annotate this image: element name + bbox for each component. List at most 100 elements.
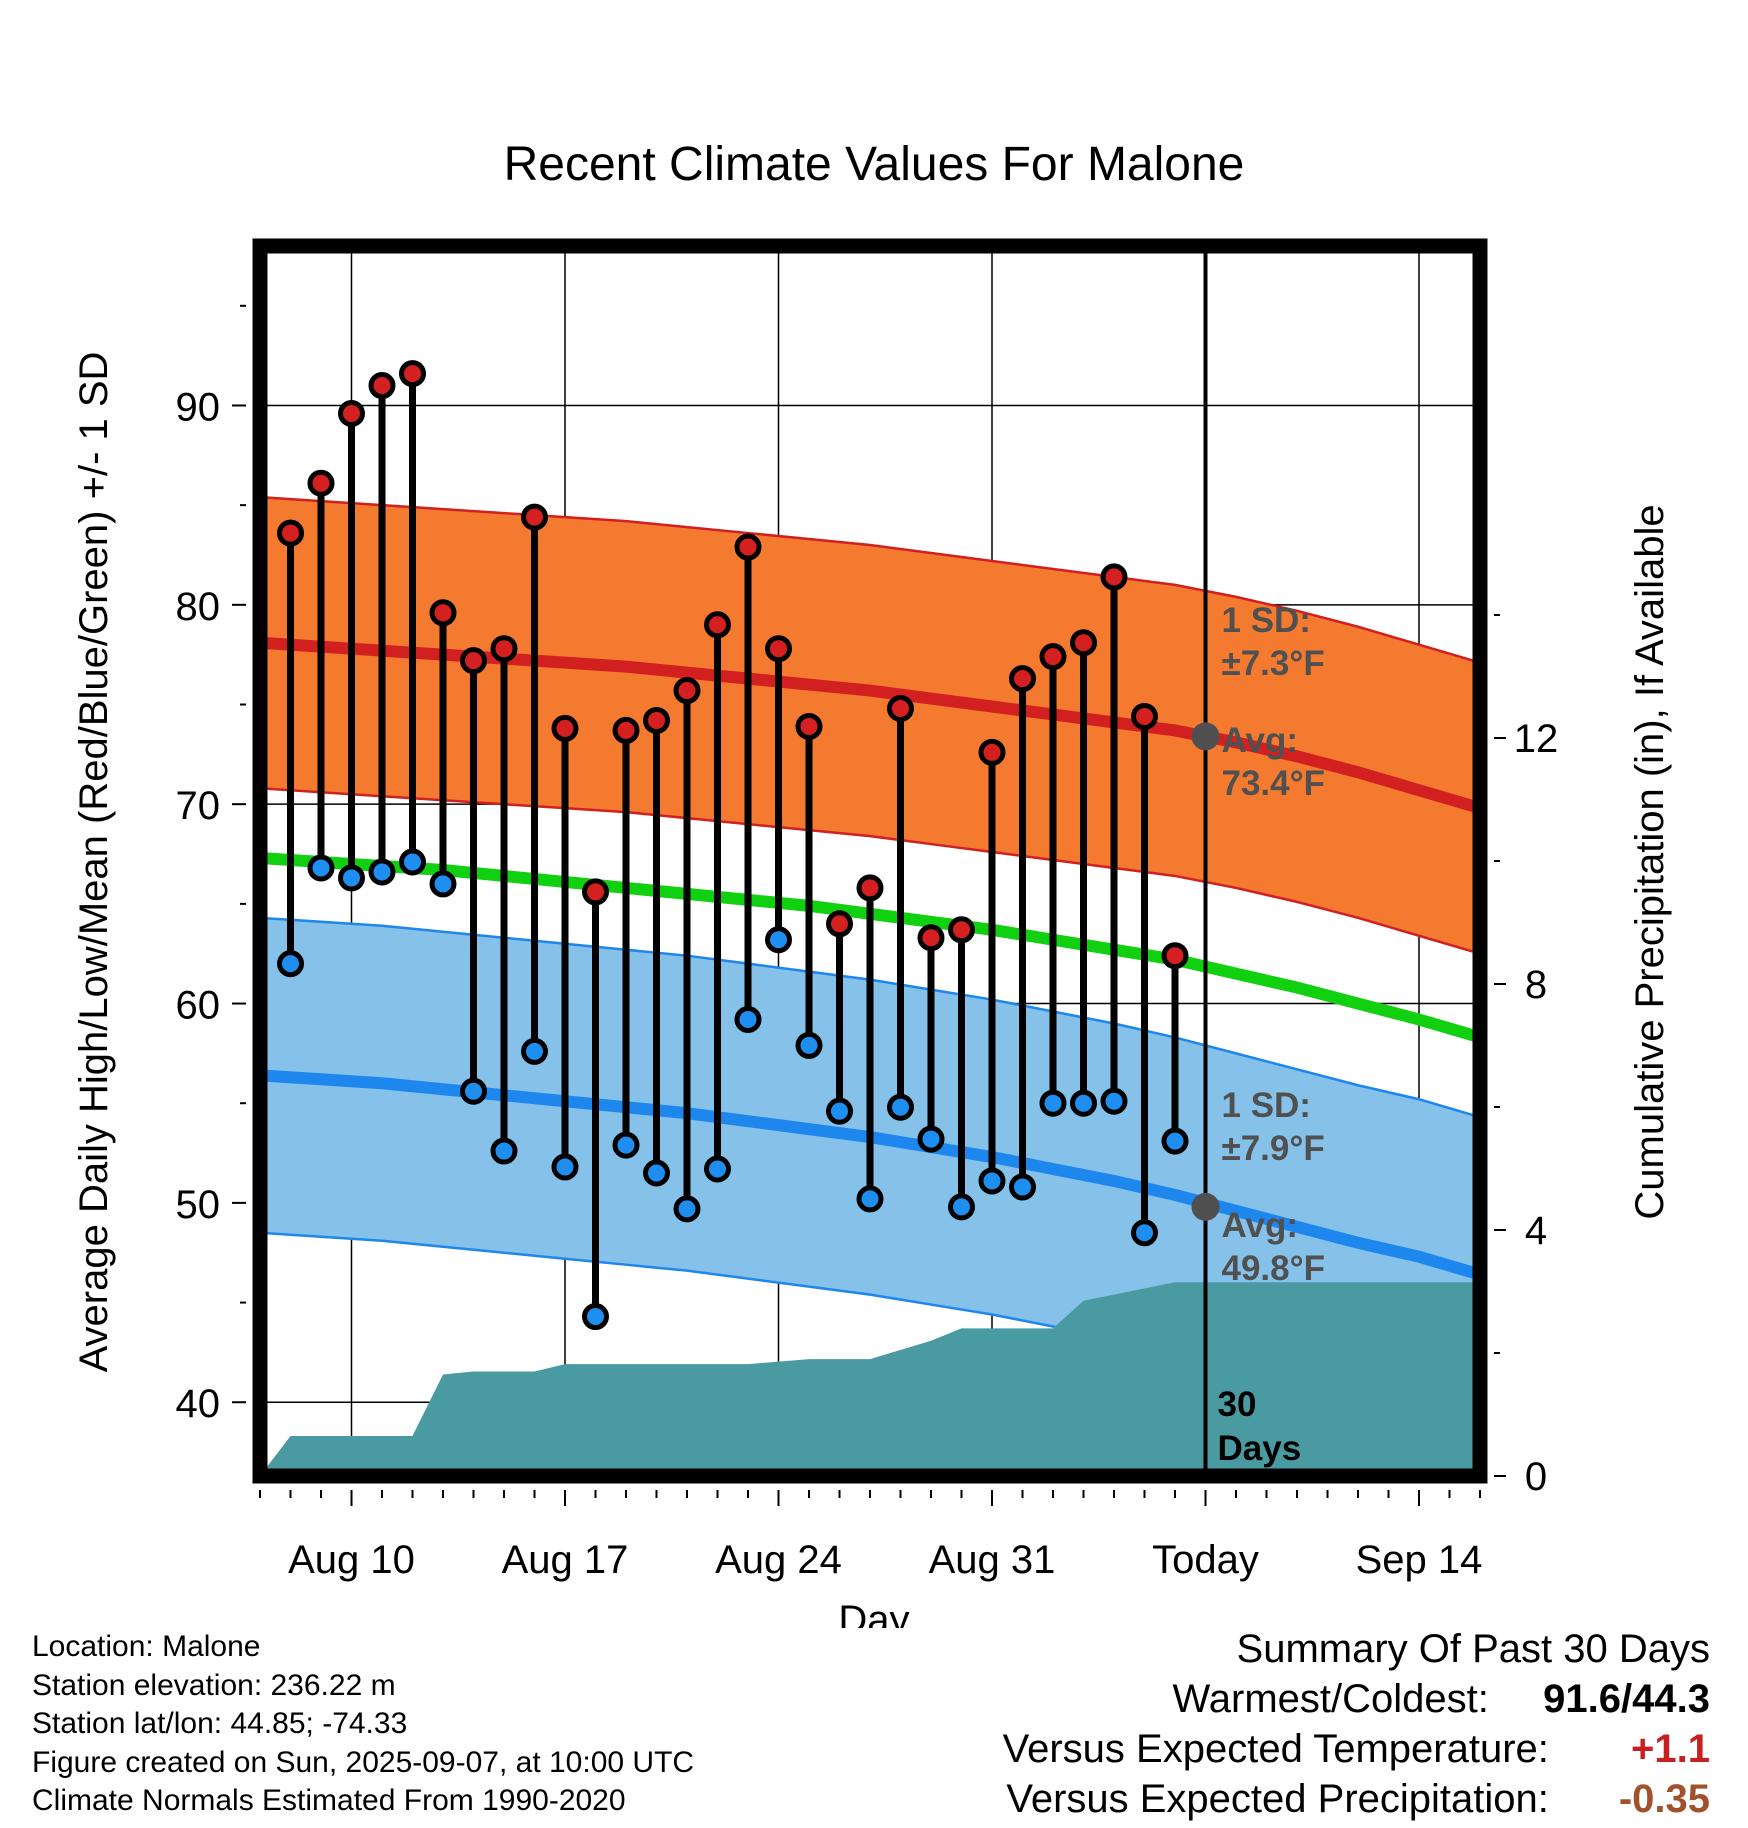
daily-low-point (704, 1155, 731, 1183)
daily-low-point (673, 1195, 701, 1223)
daily-high-point (368, 372, 396, 400)
summary-panel: Summary Of Past 30 Days Warmest/Coldest:… (1003, 1624, 1710, 1824)
daily-low-point (1009, 1173, 1036, 1201)
daily-low-point (978, 1167, 1006, 1195)
daily-low-point (1070, 1089, 1097, 1117)
daily-low-point (1131, 1219, 1158, 1247)
daily-high-point (887, 694, 914, 722)
warmest-coldest-value: 91.6/44.3 (1543, 1677, 1710, 1721)
y-tick-label: 40 (176, 1382, 221, 1426)
daily-high-point (399, 360, 426, 388)
daily-high-point (490, 635, 518, 663)
plot-frame (252, 238, 1488, 1484)
daily-low-point (795, 1031, 823, 1059)
y-tick-label: 90 (176, 385, 221, 429)
daily-high-point (1131, 702, 1158, 730)
daily-low-point (307, 854, 335, 882)
y2-axis-title: Cumulative Precipitation (in), If Availa… (1628, 504, 1672, 1219)
warmest-coldest-row: Warmest/Coldest: 91.6/44.3 (1003, 1674, 1711, 1724)
precip-area (260, 1282, 1480, 1476)
today-low-normal-point (1191, 1192, 1220, 1221)
precip-departure-value: -0.35 (1618, 1777, 1710, 1821)
created-text: Figure created on Sun, 2025-09-07, at 10… (32, 1745, 695, 1779)
daily-low-point (826, 1097, 853, 1125)
daily-high-point (338, 399, 365, 427)
low-avg-label: Avg: (1222, 1206, 1298, 1245)
x-tick-label: Today (1152, 1538, 1259, 1582)
daily-high-point (1100, 563, 1128, 591)
daily-high-point (521, 503, 548, 531)
daily-low-point (551, 1153, 579, 1181)
warmest-coldest-label: Warmest/Coldest: (1172, 1677, 1489, 1721)
daily-high-point (551, 714, 579, 742)
chart-title: Recent Climate Values For Malone (504, 138, 1245, 191)
high-avg-value: 73.4°F (1222, 764, 1326, 803)
latlon-text: Station lat/lon: 44.85; -74.33 (32, 1707, 408, 1740)
daily-low-point (1100, 1087, 1128, 1115)
climate-chart: Recent Climate Values For Malone 1 SD: ±7… (72, 138, 1672, 1628)
period-label-line1: 30 (1218, 1385, 1257, 1424)
daily-low-point (277, 950, 304, 978)
x-tick-label: Aug 10 (288, 1538, 415, 1582)
x-tick-label: Aug 24 (715, 1538, 842, 1582)
daily-low-point (887, 1093, 914, 1121)
high-sd-band (260, 497, 1480, 954)
low-sd-value: ±7.9°F (1222, 1129, 1325, 1168)
daily-low-point (948, 1193, 975, 1221)
y-tick-label: 80 (176, 585, 221, 629)
daily-high-point (612, 716, 640, 744)
daily-high-point (307, 469, 335, 497)
daily-high-point (765, 635, 792, 663)
daily-low-point (1161, 1127, 1189, 1155)
daily-high-point (429, 599, 457, 627)
temp-departure-row: Versus Expected Temperature: +1.1 (1003, 1724, 1710, 1774)
daily-low-point (399, 848, 426, 876)
station-info: Location: Malone Station elevation: 236.… (32, 1628, 694, 1821)
low-sd-label: 1 SD: (1222, 1086, 1311, 1125)
daily-high-point (1009, 665, 1036, 693)
daily-high-point (277, 519, 304, 547)
y-axis-title: Average Daily High/Low/Mean (Red/Blue/Gr… (72, 352, 116, 1373)
temp-departure-value: +1.1 (1631, 1727, 1710, 1771)
daily-high-point (704, 611, 731, 639)
y2-tick-label: 12 (1514, 717, 1559, 761)
location-text: Location: Malone (32, 1630, 261, 1663)
precip-departure-row: Versus Expected Precipitation: -0.35 (1003, 1774, 1710, 1824)
high-sd-value: ±7.3°F (1222, 644, 1325, 683)
y-tick-label: 60 (176, 984, 221, 1028)
daily-high-point (1039, 643, 1067, 671)
daily-high-point (826, 910, 853, 938)
high-sd-upper-line (260, 495, 1480, 664)
daily-low-point (734, 1005, 762, 1033)
daily-low-point (643, 1159, 670, 1187)
x-tick-label: Aug 31 (929, 1538, 1056, 1582)
daily-high-point (795, 712, 823, 740)
y2-tick-label: 8 (1525, 963, 1547, 1007)
daily-low-point (856, 1185, 884, 1213)
y-tick-label: 70 (176, 784, 221, 828)
y2-tick-label: 4 (1525, 1209, 1547, 1253)
y2-tick-label: 0 (1525, 1455, 1547, 1499)
daily-low-point (429, 870, 457, 898)
daily-low-point (582, 1303, 609, 1331)
temp-departure-label: Versus Expected Temperature: (1002, 1727, 1549, 1771)
normals-text: Climate Normals Estimated From 1990-2020 (32, 1784, 626, 1817)
high-sd-lower-line (260, 786, 1480, 955)
daily-low-point (1039, 1089, 1067, 1117)
summary-title: Summary Of Past 30 Days (1236, 1627, 1710, 1671)
daily-low-point (490, 1137, 518, 1165)
daily-high-point (460, 647, 487, 675)
x-axis-title: Day (838, 1598, 909, 1628)
daily-high-point (948, 916, 975, 944)
daily-low-point (521, 1037, 548, 1065)
daily-high-point (643, 706, 670, 734)
elevation-text: Station elevation: 236.22 m (32, 1668, 396, 1702)
low-avg-value: 49.8°F (1222, 1249, 1326, 1288)
x-tick-label: Sep 14 (1356, 1538, 1483, 1582)
daily-low-point (765, 926, 792, 954)
daily-low-point (612, 1131, 640, 1159)
high-sd-label: 1 SD: (1222, 601, 1311, 640)
high-avg-label: Avg: (1222, 721, 1298, 760)
daily-high-point (978, 738, 1006, 766)
today-high-normal-point (1191, 722, 1220, 751)
